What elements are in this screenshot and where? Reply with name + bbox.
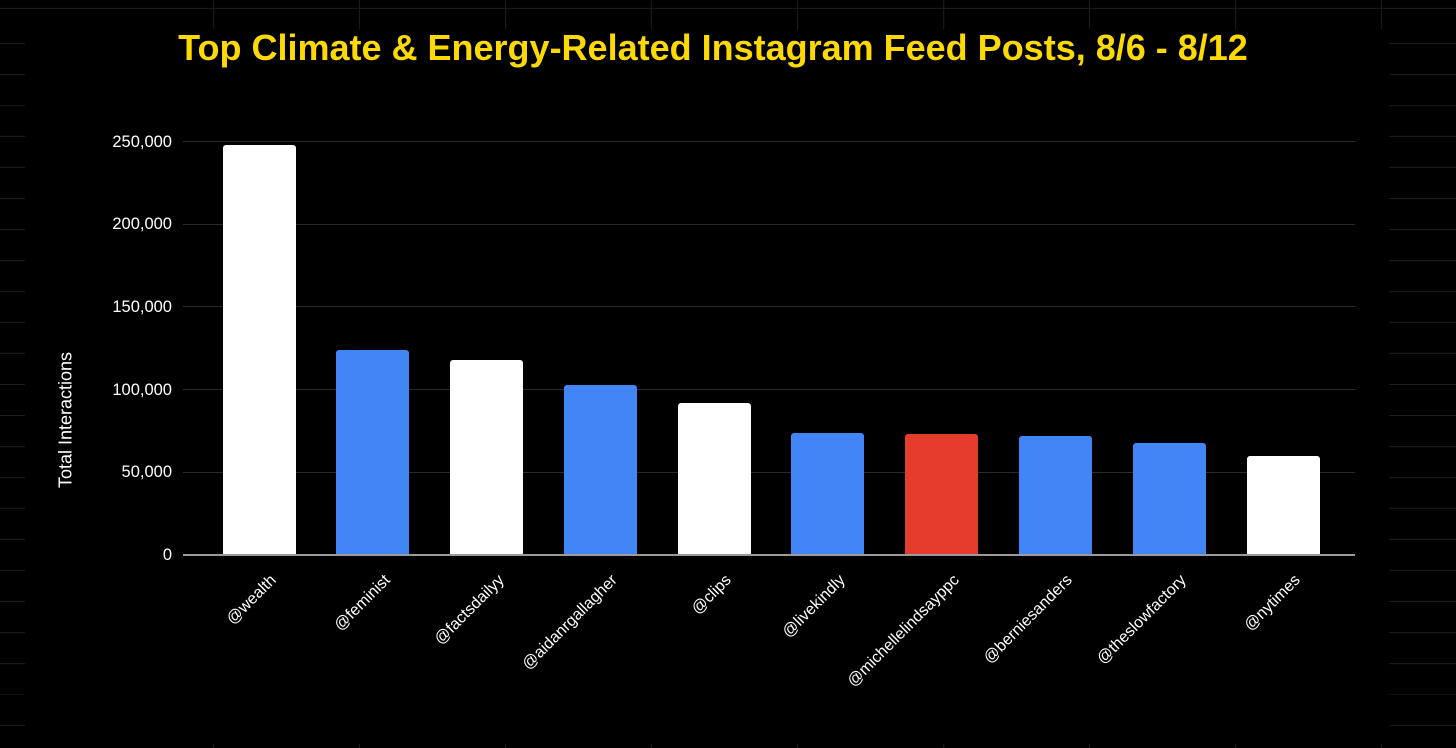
gridline xyxy=(183,223,1355,225)
gridline xyxy=(183,141,1355,142)
bar-clips xyxy=(677,402,751,555)
bar-feminist xyxy=(336,349,410,555)
y-tick-label: 150,000 xyxy=(112,297,172,316)
bar-michellelindsayppc xyxy=(905,434,979,555)
bar-aidanrgallagher xyxy=(563,384,637,555)
y-tick-label: 100,000 xyxy=(112,380,172,399)
gridline xyxy=(183,306,1355,308)
bar-wealth xyxy=(222,144,296,555)
gridline xyxy=(183,389,1355,391)
bar-nytimes xyxy=(1246,455,1320,555)
bar-berniesanders xyxy=(1018,435,1092,555)
y-tick-label: 0 xyxy=(162,546,172,564)
y-tick-label: 200,000 xyxy=(112,215,172,234)
chart-title: Top Climate & Energy-Related Instagram F… xyxy=(178,27,1248,68)
bar-theslowfactory xyxy=(1132,442,1206,555)
x-axis-line xyxy=(183,553,1355,556)
y-tick-label: 50,000 xyxy=(121,463,172,482)
bar-livekindly xyxy=(791,432,865,555)
bar-factsdailyy xyxy=(450,359,524,555)
y-tick-label: 250,000 xyxy=(112,132,172,151)
gridline xyxy=(183,471,1355,473)
